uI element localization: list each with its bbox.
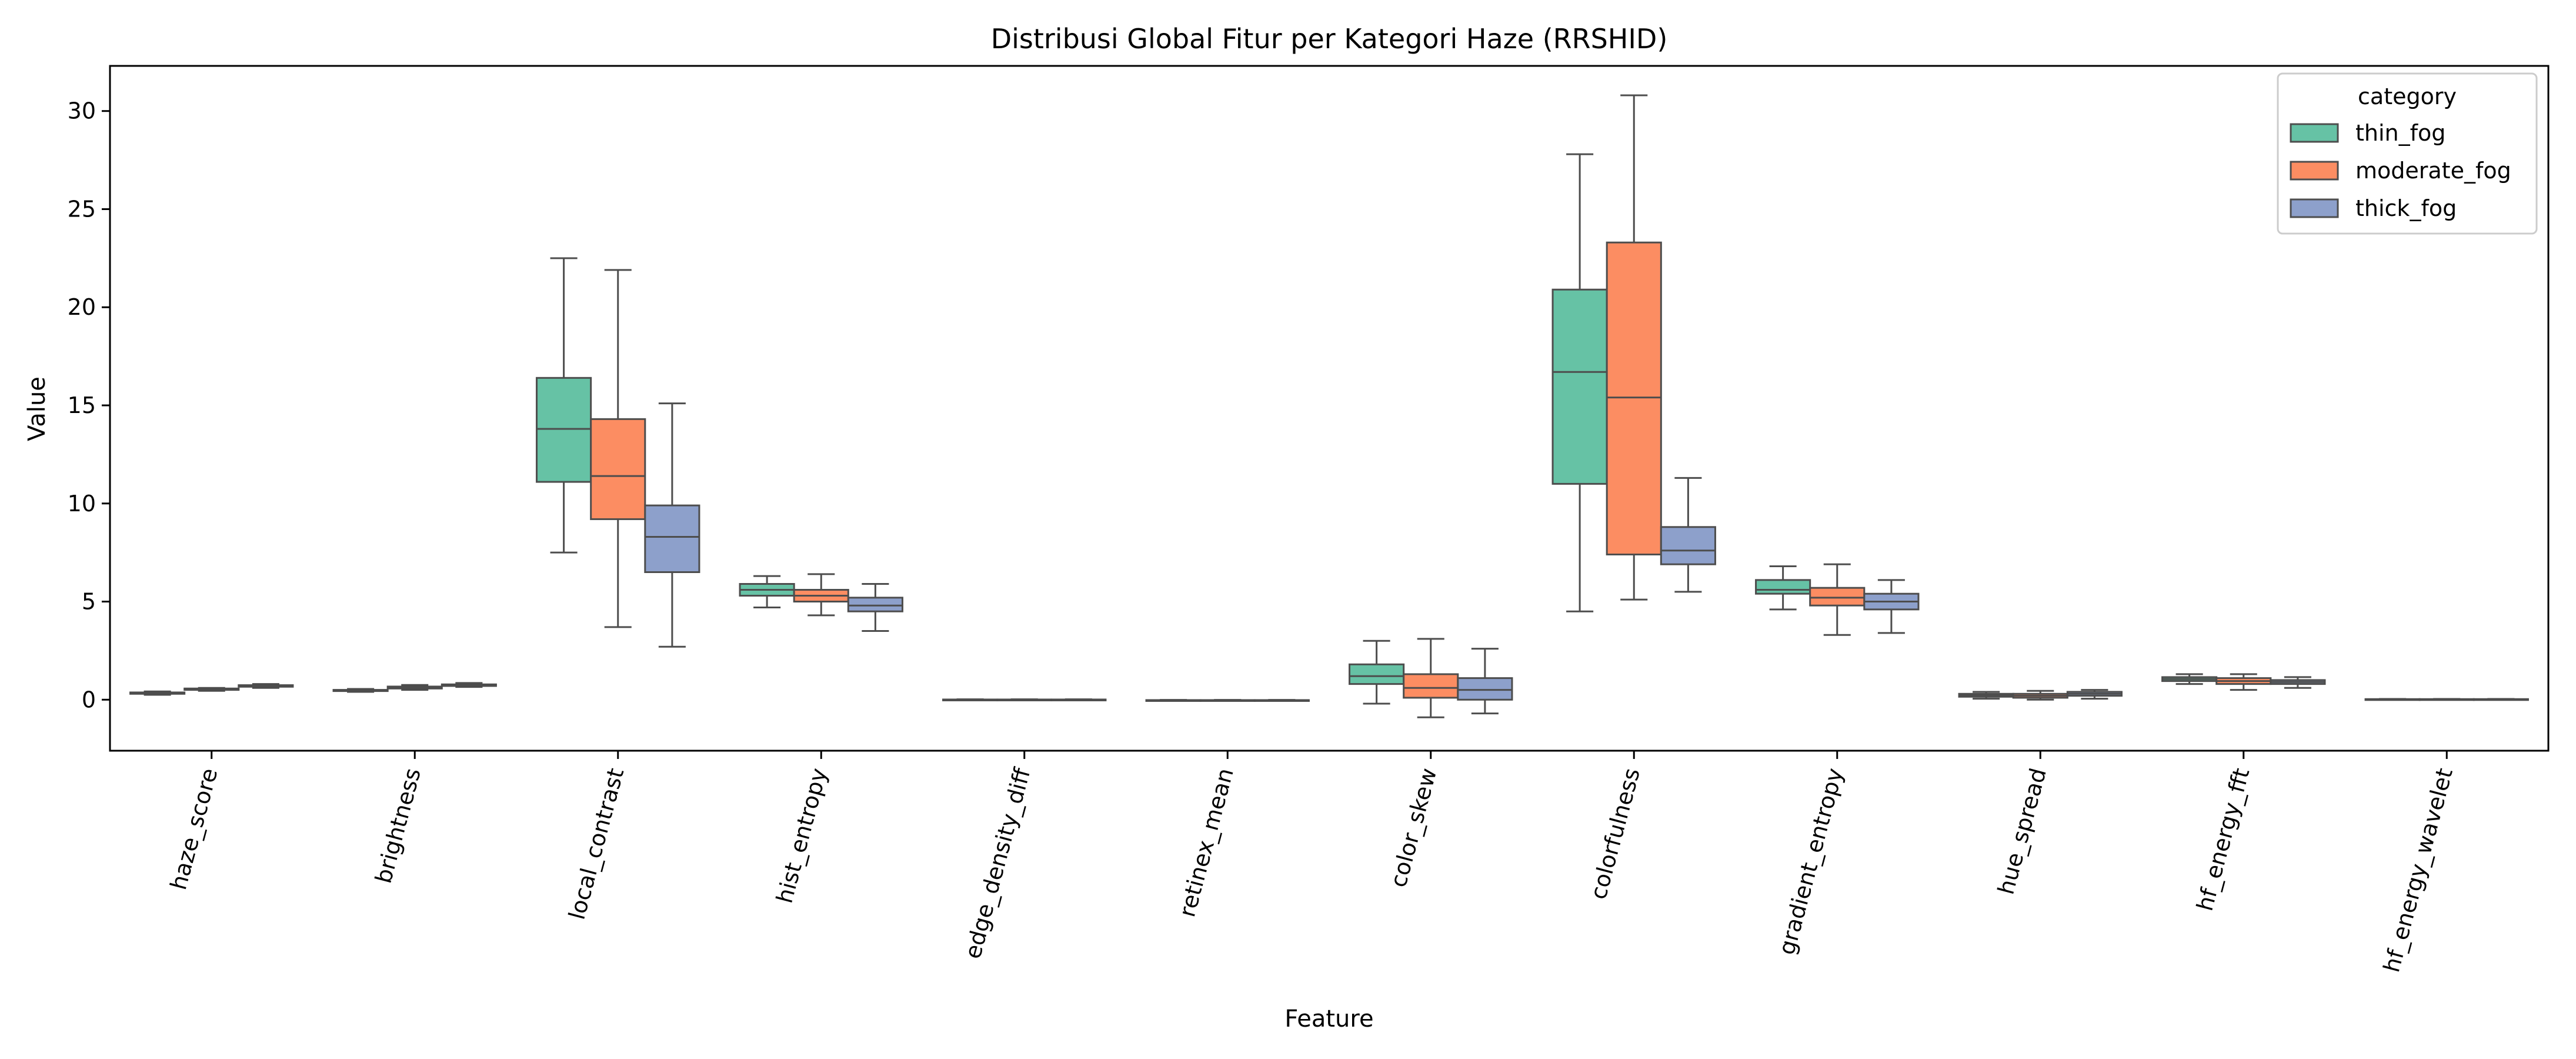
y-tick-label: 10 [68, 491, 96, 517]
box-hf_energy_fft-moderate_fog [2215, 673, 2272, 691]
box-haze_score-thick_fog [238, 683, 294, 689]
y-tick-label: 25 [68, 196, 96, 222]
box-hf_energy_wavelet-thick_fog [2472, 698, 2529, 701]
box-iqr [1606, 241, 1662, 555]
box-color_skew-thin_fog [1349, 640, 1405, 705]
box-retinex_mean-thin_fog [1145, 699, 1202, 702]
box-iqr [1457, 677, 1513, 701]
y-axis-label: Value [24, 377, 51, 441]
x-tick-label: colorfulness [1585, 765, 1645, 902]
x-tick-label: color_skew [1385, 765, 1442, 890]
y-tick-label: 15 [68, 392, 96, 418]
box-hue_spread-moderate_fog [2012, 690, 2068, 701]
box-iqr [644, 504, 700, 573]
box-gradient_entropy-moderate_fog [1809, 563, 1866, 636]
y-tick-label: 5 [82, 589, 96, 615]
box-hf_energy_fft-thin_fog [2161, 673, 2218, 685]
box-hist_entropy-moderate_fog [793, 573, 849, 617]
box-iqr [1349, 663, 1405, 685]
box-gradient_entropy-thick_fog [1863, 579, 1920, 634]
box-colorfulness-thin_fog [1551, 153, 1608, 612]
box-hist_entropy-thick_fog [847, 583, 903, 632]
box-color_skew-moderate_fog [1403, 638, 1459, 718]
box-hf_energy_wavelet-moderate_fog [2418, 698, 2475, 701]
x-tick-label: hf_energy_fft [2192, 765, 2255, 914]
box-edge_density_diff-thin_fog [942, 698, 999, 701]
box-local_contrast-moderate_fog [590, 269, 646, 628]
legend-swatch-thin_fog [2290, 123, 2339, 143]
box-iqr [847, 597, 903, 612]
legend-swatch-moderate_fog [2290, 161, 2339, 181]
legend-entry-thick_fog: thick_fog [2355, 195, 2457, 221]
y-tick-label: 30 [68, 98, 96, 124]
box-local_contrast-thick_fog [644, 402, 700, 648]
x-axis-label: Feature [1284, 1005, 1373, 1033]
box-local_contrast-thin_fog [536, 257, 592, 554]
legend: category thin_fog moderate_fog thick_fog [2277, 72, 2538, 235]
x-tick-label: haze_score [165, 765, 222, 893]
box-hf_energy_wavelet-thin_fog [2364, 698, 2421, 701]
x-tick-label: hue_spread [1993, 765, 2051, 897]
box-color_skew-thick_fog [1457, 648, 1513, 715]
plot-area: 0 5 10 15 20 25 30 haze_score brightness local_co… [68, 65, 2550, 975]
x-tick-label: hist_entropy [772, 765, 832, 906]
box-haze_score-moderate_fog [183, 687, 240, 692]
box-brightness-thin_fog [332, 688, 389, 693]
box-iqr [1809, 587, 1866, 607]
legend-entry-moderate_fog: moderate_fog [2355, 158, 2511, 184]
box-iqr [1551, 288, 1608, 485]
box-hf_energy_fft-thick_fog [2270, 676, 2326, 689]
box-colorfulness-thick_fog [1660, 477, 1716, 593]
y-tick-label: 20 [68, 294, 96, 320]
box-iqr [536, 377, 592, 483]
box-iqr [590, 418, 646, 520]
x-tick-label: retinex_mean [1174, 765, 1239, 920]
box-edge_density_diff-moderate_fog [996, 698, 1053, 701]
box-hue_spread-thick_fog [2066, 689, 2123, 700]
legend-swatch-thick_fog [2290, 198, 2339, 218]
box-retinex_mean-moderate_fog [1199, 699, 1256, 702]
legend-title: category [2358, 84, 2457, 109]
box-iqr [1755, 579, 1811, 595]
chart-title: Distribusi Global Fitur per Kategori Haz… [991, 23, 1668, 55]
box-brightness-thick_fog [441, 682, 497, 688]
box-haze_score-thin_fog [129, 690, 186, 696]
box-brightness-moderate_fog [386, 684, 443, 691]
box-retinex_mean-thick_fog [1253, 699, 1310, 702]
box-hue_spread-thin_fog [1958, 691, 2014, 700]
box-hist_entropy-thin_fog [739, 575, 795, 609]
box-edge_density_diff-thick_fog [1050, 698, 1107, 701]
box-gradient_entropy-thin_fog [1755, 565, 1811, 611]
x-tick-label: edge_density_diff [960, 765, 1036, 961]
x-tick-label: local_contrast [564, 765, 629, 923]
axes-frame [109, 65, 2550, 752]
legend-frame [2277, 72, 2538, 235]
x-tick-label: brightness [371, 765, 426, 886]
box-iqr [1403, 673, 1459, 699]
box-colorfulness-moderate_fog [1606, 94, 1662, 601]
box-iqr [1660, 526, 1716, 565]
x-tick-label: hf_energy_wavelet [2378, 765, 2458, 975]
y-tick-label: 0 [82, 687, 96, 712]
x-tick-label: gradient_entropy [1774, 765, 1848, 957]
legend-entry-thin_fog: thin_fog [2355, 120, 2445, 146]
